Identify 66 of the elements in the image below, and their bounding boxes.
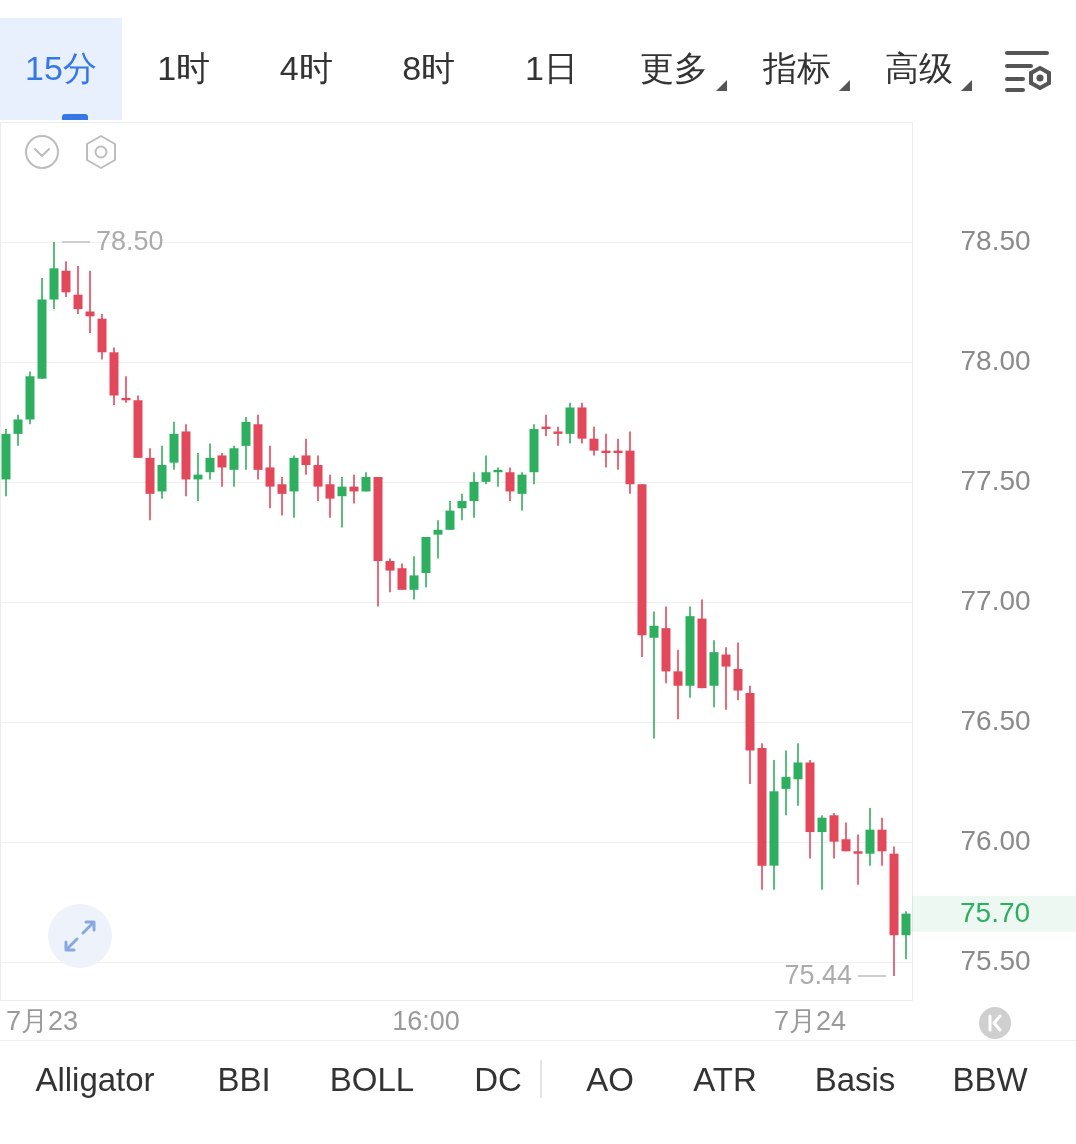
candlestick: [433, 519, 443, 560]
y-tick-label: 76.00: [960, 825, 1031, 857]
candlestick: [241, 416, 251, 471]
text: Basis: [814, 1060, 896, 1100]
annotation: 78.50: [96, 225, 164, 256]
candlestick: [217, 452, 227, 488]
candlestick: [409, 555, 419, 601]
y-tick-label: 78.50: [960, 225, 1031, 257]
text: BBI: [217, 1060, 271, 1100]
candlestick: [457, 493, 467, 522]
text: 4时: [278, 48, 334, 89]
candlestick: [505, 466, 515, 502]
y-tick-label: 77.00: [960, 585, 1031, 617]
candlestick: [397, 562, 407, 591]
candlestick: [553, 425, 563, 447]
x-tick-label: 7月23: [5, 1005, 79, 1036]
text: 75.70: [960, 896, 1031, 928]
text: BBW: [952, 1060, 1028, 1100]
candlestick: [277, 476, 287, 517]
candlestick: [733, 641, 743, 701]
candlestick: [265, 445, 275, 510]
candlestick: [877, 816, 887, 867]
x-tick-label: 16:00: [392, 1005, 460, 1036]
candlestick: [301, 437, 311, 476]
candlestick: [481, 454, 491, 486]
candlestick: [205, 442, 215, 481]
candlestick: [649, 610, 659, 740]
candlestick: [817, 814, 827, 891]
candlestick: [73, 265, 83, 315]
y-tick-label: 75.50: [960, 945, 1031, 977]
candlestick: [337, 476, 347, 529]
y-tick-label: 76.50: [960, 705, 1031, 737]
y-tick-label: 77.50: [960, 465, 1031, 497]
candlestick: [673, 648, 683, 721]
candlestick: [445, 500, 455, 531]
candlestick: [13, 413, 23, 447]
text: DC: [474, 1060, 522, 1100]
candlestick: [589, 425, 599, 457]
text: 更多: [639, 48, 709, 89]
candlestick: [841, 821, 851, 853]
text: 1日: [523, 48, 579, 89]
candlestick: [865, 807, 875, 867]
annotation: 75.44: [784, 960, 852, 991]
candlestick: [469, 471, 479, 519]
candlestick: [901, 910, 911, 961]
text: 指标: [761, 48, 832, 89]
candlestick: [781, 749, 791, 817]
candlestick: [793, 742, 803, 807]
candlestick: [313, 454, 323, 502]
x-tick-label: 7月24: [773, 1005, 847, 1036]
candlestick: [385, 557, 395, 593]
text: AO: [586, 1060, 634, 1100]
text: BOLL: [329, 1060, 415, 1100]
text: ATR: [693, 1060, 757, 1100]
candlestick: [229, 445, 239, 488]
candlestick: [517, 471, 527, 512]
y-tick-label: 78.00: [960, 345, 1031, 377]
text: 15分: [0, 18, 122, 120]
candlestick: [721, 646, 731, 711]
text: 8时: [401, 48, 457, 89]
candlestick: [61, 260, 71, 298]
candlestick: [853, 833, 863, 886]
text: 高级: [884, 48, 955, 89]
text: Alligator: [35, 1060, 155, 1100]
text: 1时: [156, 48, 212, 89]
candlestick: [325, 473, 335, 519]
